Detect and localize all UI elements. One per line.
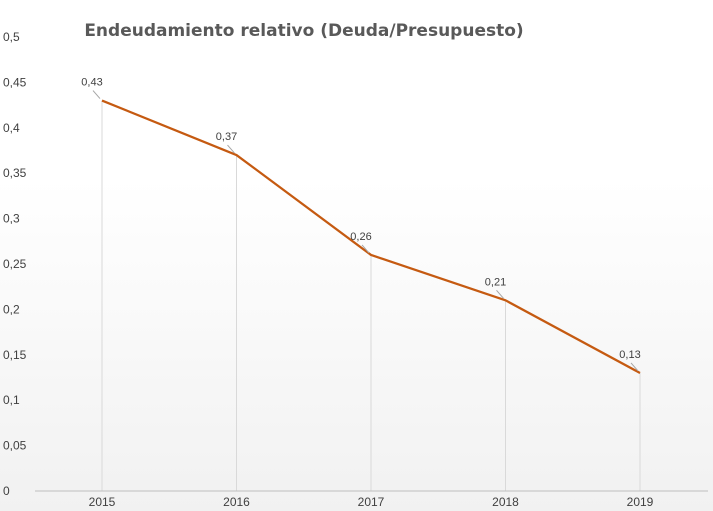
y-tick-label: 0,05: [3, 439, 27, 453]
data-label: 0,26: [350, 231, 371, 243]
data-label: 0,37: [216, 131, 237, 143]
y-tick-label: 0,5: [3, 30, 20, 44]
y-tick-label: 0,4: [3, 121, 20, 135]
y-tick-label: 0,2: [3, 302, 20, 316]
data-label: 0,21: [485, 276, 506, 288]
y-tick-label: 0: [3, 484, 10, 498]
data-label-leader: [227, 144, 235, 154]
chart-title: Endeudamiento relativo (Deuda/Presupuest…: [84, 21, 523, 41]
y-tick-label: 0,45: [3, 75, 27, 89]
data-label-leader: [630, 362, 639, 372]
data-label-leader: [361, 244, 370, 254]
drop-lines: [101, 100, 641, 491]
y-tick-label: 0,3: [3, 212, 20, 226]
y-tick-label: 0,1: [3, 393, 20, 407]
data-label-leader: [92, 90, 101, 99]
series-line: [101, 99, 641, 374]
x-axis: 2015 2016 2017 2018 2019: [89, 495, 654, 509]
y-axis: 0 0,05 0,1 0,15 0,2 0,25 0,3 0,35 0,4 0,45 0,5: [3, 30, 27, 498]
x-tick-label: 2019: [627, 495, 654, 509]
data-labels: 0,43 0,37 0,26 0,21 0,13: [81, 77, 641, 372]
x-tick-label: 2018: [492, 495, 519, 509]
data-label-leader: [496, 289, 504, 299]
series-line-group: [101, 99, 641, 374]
x-tick-label: 2015: [89, 495, 116, 509]
y-tick-label: 0,35: [3, 166, 27, 180]
y-tick-label: 0,25: [3, 257, 27, 271]
y-tick-label: 0,15: [3, 348, 27, 362]
x-tick-label: 2016: [223, 495, 250, 509]
data-label: 0,43: [81, 77, 102, 89]
data-label: 0,13: [619, 349, 640, 361]
x-tick-label: 2017: [358, 495, 385, 509]
